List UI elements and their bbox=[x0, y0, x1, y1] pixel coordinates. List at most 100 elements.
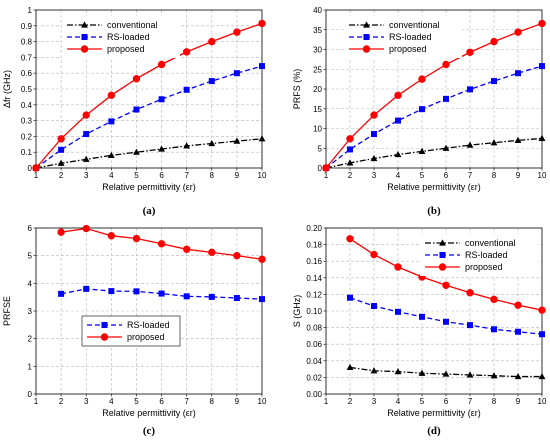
x-tick-label: 5 bbox=[134, 397, 139, 406]
data-point-RS-loaded bbox=[83, 131, 90, 138]
y-tick-label: 30 bbox=[313, 46, 322, 55]
legend: RS-loaded proposed bbox=[81, 315, 181, 347]
legend: conventional RS-loaded proposed bbox=[62, 16, 180, 58]
data-point-RS-loaded bbox=[183, 293, 190, 300]
data-point-proposed bbox=[132, 75, 141, 83]
data-point-proposed bbox=[394, 91, 402, 100]
data-point-proposed bbox=[466, 48, 474, 56]
data-point-RS-loaded bbox=[108, 288, 115, 295]
data-point-RS-loaded bbox=[395, 117, 401, 124]
data-point-RS-loaded bbox=[259, 63, 265, 70]
data-point-proposed bbox=[418, 75, 426, 83]
data-point-conventional bbox=[158, 145, 165, 152]
y-tick-label: 5 bbox=[318, 144, 323, 153]
y-tick-label: 1 bbox=[28, 6, 33, 15]
data-point-conventional bbox=[490, 139, 498, 146]
data-point-RS-loaded bbox=[133, 106, 140, 113]
y-tick-label: 1 bbox=[28, 362, 33, 371]
data-point-proposed bbox=[346, 135, 354, 143]
x-tick-label: 1 bbox=[34, 171, 39, 180]
legend: conventional RS-loaded proposed bbox=[420, 234, 538, 276]
plot-frame bbox=[325, 9, 543, 169]
data-point-proposed bbox=[157, 60, 166, 69]
data-point-proposed bbox=[208, 37, 216, 46]
x-tick-label: 5 bbox=[420, 171, 425, 180]
y-tick-label: 0.3 bbox=[21, 117, 33, 126]
data-point-RS-loaded bbox=[259, 296, 265, 303]
x-axis-label: Relative permittivity (εr) bbox=[387, 408, 481, 418]
x-tick-label: 9 bbox=[235, 397, 240, 406]
data-point-conventional bbox=[208, 139, 216, 147]
legend-marker bbox=[81, 34, 88, 40]
plot-frame bbox=[35, 227, 263, 395]
x-tick-label: 1 bbox=[324, 171, 329, 180]
data-point-proposed bbox=[258, 19, 266, 28]
y-tick-label: 35 bbox=[313, 26, 322, 35]
x-axis-label: Relative permittivity (εr) bbox=[102, 182, 196, 192]
data-point-RS-loaded bbox=[539, 63, 545, 70]
legend-label: proposed bbox=[127, 332, 165, 342]
legend-marker bbox=[81, 21, 88, 28]
data-point-RS-loaded bbox=[443, 95, 449, 102]
x-tick-label: 4 bbox=[396, 397, 401, 406]
data-point-RS-loaded bbox=[443, 318, 449, 325]
legend-marker bbox=[438, 263, 447, 271]
legend-label: RS-loaded bbox=[465, 250, 508, 260]
data-point-RS-loaded bbox=[158, 290, 165, 297]
y-axis-label: S (GHz) bbox=[292, 295, 302, 328]
y-tick-label: 0.8 bbox=[21, 38, 33, 47]
data-point-proposed bbox=[233, 28, 241, 36]
data-point-conventional bbox=[258, 135, 266, 142]
data-point-RS-loaded bbox=[133, 288, 140, 295]
data-point-RS-loaded bbox=[233, 294, 240, 301]
x-tick-label: 2 bbox=[348, 397, 353, 406]
chart-panel-2: 1 2 3 4 5 6 7 8 9 10 0 5 10 15 20 25 30 35 40 conventional R… bbox=[292, 6, 547, 217]
y-tick-label: 0.10 bbox=[306, 307, 322, 316]
x-tick-label: 7 bbox=[184, 397, 189, 406]
legend-marker bbox=[363, 21, 370, 28]
panel-label: (a) bbox=[143, 205, 156, 217]
data-point-RS-loaded bbox=[419, 313, 425, 320]
x-tick-label: 6 bbox=[159, 171, 164, 180]
series-line-proposed bbox=[35, 22, 263, 169]
x-axis-label: Relative permittivity (εr) bbox=[387, 182, 481, 192]
data-point-conventional bbox=[538, 372, 546, 380]
data-point-conventional bbox=[133, 148, 140, 155]
data-point-proposed bbox=[258, 255, 266, 263]
y-axis-label: Δfr (GHz) bbox=[2, 70, 12, 108]
data-point-proposed bbox=[233, 251, 241, 260]
data-point-conventional bbox=[442, 370, 450, 377]
legend-marker bbox=[100, 333, 109, 341]
series-line-RS-loaded bbox=[60, 288, 263, 300]
x-tick-label: 2 bbox=[59, 397, 64, 406]
x-tick-label: 10 bbox=[258, 397, 267, 406]
y-tick-label: 0.02 bbox=[306, 373, 322, 382]
data-point-proposed bbox=[538, 306, 546, 314]
plot-frame bbox=[35, 9, 263, 169]
data-point-proposed bbox=[82, 224, 90, 233]
x-tick-label: 4 bbox=[109, 171, 114, 180]
data-point-proposed bbox=[346, 235, 354, 243]
x-tick-label: 5 bbox=[420, 397, 425, 406]
x-tick-label: 8 bbox=[492, 171, 497, 180]
x-tick-label: 9 bbox=[516, 171, 521, 180]
data-point-conventional bbox=[538, 134, 546, 141]
data-point-proposed bbox=[394, 263, 402, 271]
y-axis-label: PRFS (%) bbox=[292, 69, 302, 110]
y-tick-label: 0.00 bbox=[306, 390, 322, 399]
data-point-RS-loaded bbox=[83, 285, 90, 292]
y-tick-label: 5 bbox=[28, 252, 33, 261]
legend-marker bbox=[80, 45, 89, 53]
y-tick-label: 0.7 bbox=[21, 53, 33, 62]
y-tick-label: 0.16 bbox=[306, 257, 322, 266]
x-tick-label: 7 bbox=[468, 397, 473, 406]
x-tick-label: 2 bbox=[348, 171, 353, 180]
data-point-proposed bbox=[182, 48, 191, 56]
x-tick-label: 6 bbox=[444, 171, 449, 180]
data-point-proposed bbox=[466, 289, 474, 297]
data-point-RS-loaded bbox=[491, 326, 497, 333]
x-tick-label: 7 bbox=[468, 171, 473, 180]
x-tick-label: 3 bbox=[84, 171, 89, 180]
series-line-RS-loaded bbox=[35, 65, 263, 169]
data-point-proposed bbox=[490, 295, 498, 304]
